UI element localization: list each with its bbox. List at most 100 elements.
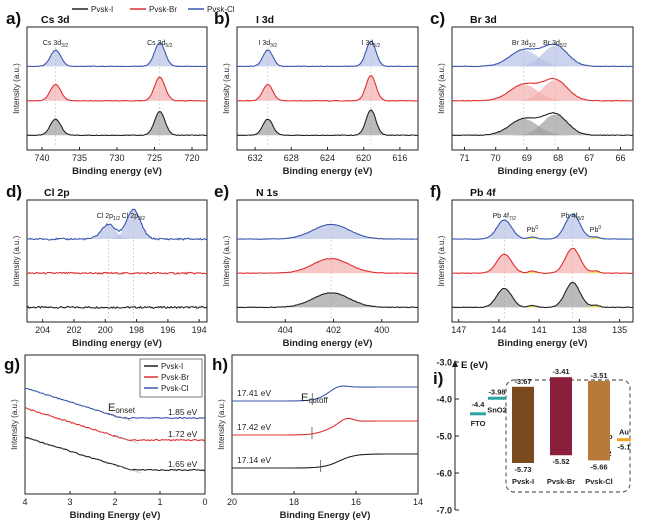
x-tick-label: 198 xyxy=(129,325,144,335)
x-axis-label: Binding energy (eV) xyxy=(283,166,373,177)
plot-frame xyxy=(451,26,634,151)
ups-curve-pvsk-cl xyxy=(232,385,418,402)
fitted-peak-area xyxy=(237,292,418,308)
energy-value-label: -5.1 xyxy=(618,443,631,452)
band-box-pvsk-cl xyxy=(588,380,610,461)
x-tick-label: 204 xyxy=(35,325,50,335)
top-legend: Pvsk-I Pvsk-Br Pvsk-Cl xyxy=(72,5,235,14)
peak-label-main: Cl 2p xyxy=(97,213,113,220)
y-axis-label: Intensity (a.u.) xyxy=(222,235,231,286)
peak-label-script: 5/2 xyxy=(577,216,584,222)
x-axis-label: Binding energy (eV) xyxy=(72,338,162,349)
x-tick-label: 404 xyxy=(278,325,293,335)
peak-label-script: 0 xyxy=(535,225,538,231)
xps-panel-d: 204 202 200 198 196 194 Binding energy (eV) Int… xyxy=(6,182,208,349)
x-tick-label: 18 xyxy=(289,497,299,507)
onset-value: 1.85 eV xyxy=(168,407,198,417)
fitted-peak-area xyxy=(27,119,207,136)
peak-label-script: 3/2 xyxy=(529,43,536,49)
panel-title: Pb 4f xyxy=(470,187,496,199)
fitted-peak-area xyxy=(452,80,633,101)
spectrum-line-pvsk-cl xyxy=(451,43,634,68)
x-tick-label: 141 xyxy=(532,325,547,335)
spectrum-line-pvsk-i xyxy=(236,292,419,309)
onset-tangent xyxy=(113,434,138,444)
peak-label: Cl 2p1/2 xyxy=(97,213,121,222)
plot-frame xyxy=(26,199,208,323)
onset-annotation: Eonset xyxy=(108,402,136,415)
y-tick-label: -7.0 xyxy=(436,506,452,516)
spectrum-line-pvsk-cl xyxy=(236,40,419,68)
panel-label: a) xyxy=(6,9,21,28)
vb-value-label: -5.66 xyxy=(590,462,607,471)
x-tick-label: 0 xyxy=(202,497,207,507)
peak-label: Pb0 xyxy=(590,225,602,234)
x-tick-label: 71 xyxy=(459,153,469,163)
x-tick-label: 402 xyxy=(326,325,341,335)
fitted-peak-area xyxy=(237,258,418,274)
plot-frame xyxy=(236,199,419,323)
onset-tangent xyxy=(107,412,132,422)
cutoff-annotation: Ecutoff xyxy=(301,392,329,405)
peak-label: I 3d3/2 xyxy=(258,40,277,49)
panel-title: Cl 2p xyxy=(44,187,70,199)
ups-curve-pvsk-br xyxy=(24,407,206,442)
x-tick-label: 620 xyxy=(356,153,371,163)
fitted-peak-area xyxy=(237,41,418,67)
peak-label: Pb0 xyxy=(527,225,539,234)
fitted-peak-area xyxy=(27,42,207,67)
x-tick-label: 135 xyxy=(612,325,627,335)
onset-tangent xyxy=(116,464,141,474)
fitted-peak-area xyxy=(452,45,633,67)
panel-title: I 3d xyxy=(256,14,274,26)
panel-title: N 1s xyxy=(256,187,278,199)
layer-name-label: FTO xyxy=(471,419,486,428)
cb-value-label: -3.51 xyxy=(590,371,607,380)
peak-label-script: 7/2 xyxy=(509,216,516,222)
peak-label: Cs 3d5/2 xyxy=(147,40,172,49)
x-tick-label: 144 xyxy=(491,325,506,335)
peak-label: Cl 2p3/2 xyxy=(122,213,146,222)
fitted-peak-area xyxy=(452,248,633,274)
vb-value-label: -5.52 xyxy=(552,457,569,466)
x-axis-label: Binding energy (eV) xyxy=(283,338,373,349)
x-tick-label: 720 xyxy=(184,153,199,163)
panel-label: i) xyxy=(433,369,443,388)
peak-label-script: 1/2 xyxy=(113,216,120,222)
peak-label: I 3d5/2 xyxy=(362,40,381,49)
y-axis-label: Intensity (a.u.) xyxy=(10,399,19,450)
ups-curve-pvsk-cl xyxy=(25,387,206,420)
y-axis-label: Intensity (a.u.) xyxy=(437,63,446,114)
x-axis-label: Binding energy (eV) xyxy=(72,166,162,177)
onset-value: 1.72 eV xyxy=(168,429,198,439)
annotation-sub: cutoff xyxy=(308,396,328,405)
cutoff-value: 17.42 eV xyxy=(237,422,271,432)
y-axis-label: Intensity (a.u.) xyxy=(222,63,231,114)
x-tick-label: 69 xyxy=(522,153,532,163)
spectrum-line-pvsk-br xyxy=(26,76,208,102)
perovskite-group-box xyxy=(505,379,631,493)
band-name-label: Pvsk-Br xyxy=(547,477,575,486)
spectrum-line-pvsk-cl xyxy=(26,208,208,241)
ups-curve-pvsk-i xyxy=(24,436,206,472)
ups-cutoff-panel: 20 18 16 14 Binding Energy (eV) Intensity (a.… xyxy=(212,354,423,521)
ups-legend: Pvsk-I Pvsk-Br Pvsk-Cl xyxy=(139,358,203,398)
fitted-peak-area xyxy=(237,119,418,136)
layer-name-label: Au xyxy=(619,428,629,437)
x-axis-label: Binding Energy (eV) xyxy=(280,510,371,521)
peak-label-script: 3/2 xyxy=(61,43,68,49)
panel-label: d) xyxy=(6,182,22,201)
fitted-peak-area xyxy=(452,282,633,308)
fitted-peak-area xyxy=(237,224,418,239)
x-axis-label: Binding energy (eV) xyxy=(498,166,588,177)
onset-value: 1.65 eV xyxy=(168,459,198,469)
peak-label: Br 3d3/2 xyxy=(512,40,536,49)
x-tick-label: 624 xyxy=(320,153,335,163)
ups-curve-pvsk-i xyxy=(232,453,418,469)
fitted-peak-area xyxy=(452,254,633,274)
peak-label-script: 0 xyxy=(598,225,601,231)
fitted-peak-area xyxy=(452,114,633,136)
peak-label-main: Pb 4f xyxy=(493,213,509,220)
axis-arrow-icon xyxy=(452,360,458,367)
